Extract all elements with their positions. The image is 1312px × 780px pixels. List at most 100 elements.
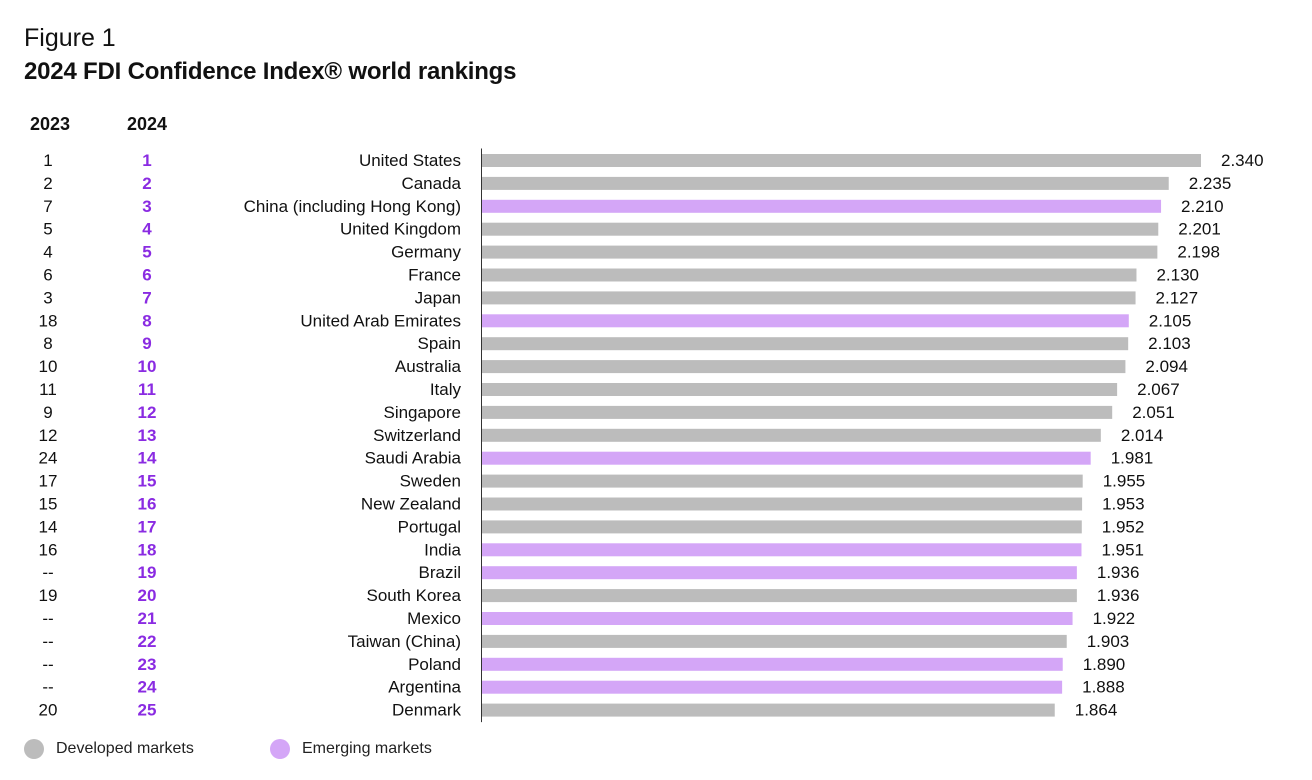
rank-2023-value: 5	[43, 220, 52, 239]
rank-2023-value: 8	[43, 334, 52, 353]
rank-2024-value: 12	[138, 403, 157, 422]
country-label: Taiwan (China)	[348, 632, 461, 651]
value-label: 2.235	[1189, 174, 1232, 193]
country-label: New Zealand	[361, 495, 461, 514]
country-label: Italy	[430, 380, 462, 399]
value-label: 2.127	[1156, 288, 1199, 307]
country-label: China (including Hong Kong)	[244, 197, 461, 216]
value-label: 1.936	[1097, 563, 1140, 582]
figure-label: Figure 1	[24, 24, 116, 52]
developed-marker-icon	[24, 739, 44, 759]
rank-2024-value: 1	[142, 151, 151, 170]
value-label: 1.922	[1093, 609, 1136, 628]
rank-2023-value: --	[42, 563, 53, 582]
country-label: United States	[359, 151, 461, 170]
bar	[482, 543, 1082, 557]
rank-2023-value: 11	[39, 380, 57, 399]
rank-2024-value: 16	[138, 495, 157, 514]
rank-2023-value: 6	[43, 266, 52, 285]
value-label: 1.864	[1075, 701, 1118, 720]
rank-2023-value: --	[42, 678, 53, 697]
rank-2023-value: 12	[39, 426, 58, 445]
value-label: 2.201	[1178, 220, 1221, 239]
value-label: 2.198	[1177, 243, 1220, 262]
country-label: Saudi Arabia	[365, 449, 462, 468]
value-label: 2.094	[1145, 357, 1188, 376]
country-label: South Korea	[366, 586, 461, 605]
rank-2024-value: 20	[138, 586, 157, 605]
country-label: Portugal	[398, 517, 461, 536]
rank-2023-value: --	[42, 655, 53, 674]
bar	[482, 634, 1067, 648]
bar	[482, 405, 1113, 419]
country-label: Switzerland	[373, 426, 461, 445]
rank-2023-value: 3	[43, 288, 52, 307]
rank-2024-value: 3	[142, 197, 151, 216]
rank-2024-value: 9	[142, 334, 151, 353]
rank-2023-value: 20	[39, 701, 58, 720]
legend-emerging: Emerging markets	[270, 737, 432, 761]
value-label: 2.051	[1132, 403, 1175, 422]
country-label: India	[424, 540, 461, 559]
rank-2024-value: 22	[138, 632, 157, 651]
rank-2023-value: 2	[43, 174, 52, 193]
bar	[482, 268, 1137, 282]
rank-2024-value: 11	[138, 380, 156, 399]
rank-2023-value: 17	[39, 472, 58, 491]
bar	[482, 383, 1118, 396]
rank-2024-value: 23	[138, 655, 157, 674]
value-label: 2.130	[1156, 266, 1199, 285]
country-label: Japan	[415, 288, 461, 307]
country-label: Germany	[391, 243, 461, 262]
bar	[482, 176, 1169, 190]
rank-2023-value: 4	[43, 243, 52, 262]
chart-title: 2024 FDI Confidence Index® world ranking…	[24, 58, 517, 85]
value-label: 2.340	[1221, 151, 1264, 170]
bar	[482, 474, 1083, 488]
bar	[482, 222, 1159, 236]
value-label: 2.105	[1149, 311, 1192, 330]
country-label: Denmark	[392, 701, 461, 720]
country-label: Spain	[418, 334, 461, 353]
bar	[482, 657, 1063, 671]
country-label: Brazil	[418, 563, 461, 582]
rank-2023-value: 1	[43, 151, 52, 170]
rank-2024-value: 18	[138, 540, 157, 559]
rank-2023-value: --	[42, 609, 53, 628]
legend-emerging-label: Emerging markets	[302, 740, 432, 757]
country-label: Mexico	[407, 609, 461, 628]
rank-2024-value: 21	[138, 609, 157, 628]
rank-2024-header: 2024	[126, 114, 168, 134]
country-label: Poland	[408, 655, 461, 674]
value-label: 1.888	[1082, 678, 1125, 697]
value-label: 1.890	[1083, 655, 1126, 674]
rank-2024-value: 15	[138, 472, 157, 491]
rank-2024-value: 25	[138, 701, 157, 720]
country-label: Singapore	[383, 403, 461, 422]
rank-2023-value: 15	[39, 495, 58, 514]
rank-2023-value: 10	[39, 357, 58, 376]
rank-2024-value: 14	[138, 449, 157, 468]
value-label: 2.014	[1121, 426, 1164, 445]
country-label: France	[408, 266, 461, 285]
rank-2023-value: 19	[39, 586, 58, 605]
value-label: 1.952	[1102, 517, 1145, 536]
bar	[482, 199, 1162, 213]
bar	[482, 245, 1158, 259]
rank-2024-value: 7	[142, 288, 151, 307]
bar	[482, 612, 1073, 625]
country-label: Sweden	[400, 472, 461, 491]
value-label: 1.953	[1102, 495, 1145, 514]
value-label: 1.955	[1103, 472, 1146, 491]
legend-developed-label: Developed markets	[56, 740, 194, 757]
country-label: Argentina	[388, 678, 461, 697]
country-label: Canada	[401, 174, 461, 193]
country-label: Australia	[395, 357, 462, 376]
value-label: 2.210	[1181, 197, 1224, 216]
country-label: United Arab Emirates	[300, 311, 461, 330]
rank-2023-value: 9	[43, 403, 52, 422]
country-label: United Kingdom	[340, 220, 461, 239]
bar	[482, 360, 1126, 374]
value-label: 1.981	[1111, 449, 1154, 468]
